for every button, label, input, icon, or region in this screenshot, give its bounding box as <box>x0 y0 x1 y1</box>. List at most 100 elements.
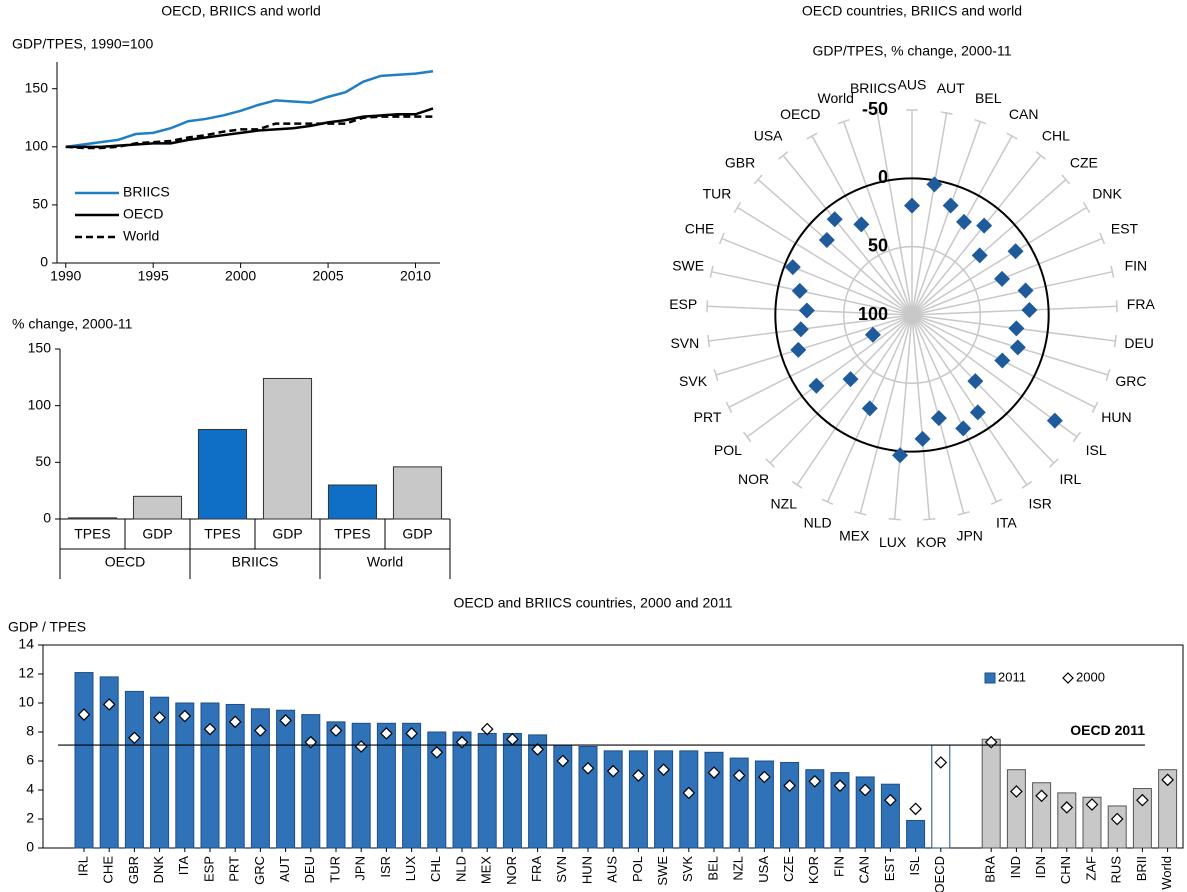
spoke <box>737 206 913 316</box>
spoke-cap <box>1072 431 1081 443</box>
y-tick-label: 100 <box>25 138 49 154</box>
bar <box>502 732 522 849</box>
marker <box>853 216 870 233</box>
marker <box>955 420 972 437</box>
x-tick-label: SVN <box>554 856 569 883</box>
spoke-cap <box>940 111 953 115</box>
marker <box>955 213 972 230</box>
x-tick-label: EST <box>882 856 897 881</box>
marker <box>632 769 645 782</box>
marker <box>1046 412 1063 429</box>
spoke <box>911 112 948 316</box>
marker <box>967 373 984 390</box>
marker <box>892 447 909 464</box>
marker <box>976 217 993 234</box>
category-label: SWE <box>672 257 704 273</box>
y-tick-label: 14 <box>18 636 34 652</box>
marker <box>1009 339 1026 356</box>
y-tick-label: 0 <box>26 839 34 855</box>
chart-title: OECD countries, BRIICS and world <box>802 3 1022 19</box>
category-label: PRT <box>694 409 722 425</box>
x-tick-label: ISL <box>907 856 922 876</box>
category-label: ITA <box>996 514 1017 530</box>
marker <box>833 779 847 792</box>
x-tick-label: CHE <box>101 856 116 884</box>
marker <box>682 786 696 800</box>
x-tick-label: AUT <box>277 856 292 882</box>
category-label: CHE <box>685 220 715 236</box>
x-tick-label: KOR <box>806 856 821 884</box>
x-tick-label: GBR <box>126 856 141 884</box>
x-tick-label: GRC <box>252 856 267 885</box>
x-tick-label: NLD <box>453 856 468 882</box>
marker <box>405 727 418 740</box>
bar <box>301 714 321 849</box>
bar <box>578 746 598 849</box>
legend-label: BRIICS <box>123 184 170 200</box>
x-tick-label: ESP <box>201 856 216 882</box>
category-label: World <box>818 90 854 106</box>
marker <box>818 232 835 249</box>
bar <box>197 428 248 520</box>
y-axis-label: GDP / TPES <box>8 619 86 635</box>
bar <box>132 495 183 520</box>
x-tick-label: ITA <box>176 856 191 876</box>
spoke <box>911 314 1109 376</box>
radial-tick-label: -50 <box>862 99 888 119</box>
category-label: BRIICS <box>850 80 897 96</box>
marker <box>934 756 948 769</box>
spoke-cap <box>791 480 803 489</box>
x-tick-label: TUR <box>327 856 342 883</box>
category-label: GRC <box>1115 373 1146 389</box>
spoke-cap <box>707 334 711 348</box>
spoke <box>911 314 1055 464</box>
x-tick-label: 2005 <box>312 268 343 284</box>
y-tick-label: 6 <box>26 752 34 768</box>
radial-grid <box>774 177 1050 453</box>
marker <box>884 793 897 807</box>
spoke <box>911 206 1087 316</box>
x-tick-label: CZE <box>781 856 796 882</box>
spoke-cap <box>706 300 709 313</box>
marker <box>606 764 620 778</box>
category-label: ESP <box>669 296 697 312</box>
category-label: ISL <box>1086 442 1107 458</box>
spoke <box>911 314 1078 438</box>
spoke-cap <box>837 119 850 125</box>
spoke-cap <box>974 119 987 125</box>
spoke-cap <box>1048 458 1059 468</box>
x-tick-label: DNK <box>151 856 166 884</box>
spoke-cap <box>871 111 884 115</box>
category-label: AUT <box>937 80 965 96</box>
x-tick-label: MEX <box>479 856 494 885</box>
spoke-cap <box>1006 132 1018 140</box>
legend-label: 2011 <box>998 669 1026 684</box>
spoke-cap <box>1082 202 1091 214</box>
marker <box>784 259 801 276</box>
category-label: MEX <box>839 527 870 543</box>
radial-tick-label: 50 <box>868 235 888 255</box>
marker <box>1060 801 1074 814</box>
marker <box>1035 789 1048 803</box>
x-tick-label: USA <box>756 856 771 883</box>
marker <box>228 715 242 729</box>
bar <box>326 721 346 849</box>
marker <box>1136 793 1149 807</box>
spoke <box>769 314 913 464</box>
marker <box>254 724 267 737</box>
spoke-cap <box>806 132 818 140</box>
spoke-cap <box>1105 369 1111 381</box>
line-series <box>65 107 434 149</box>
spoke-cap <box>753 174 763 185</box>
x-tick-label: BRII <box>1134 856 1149 881</box>
x-tick-label: FRA <box>529 856 544 882</box>
marker <box>531 743 544 756</box>
x-tick-label: GDP <box>272 526 302 542</box>
x-tick-label: GDP <box>142 526 172 542</box>
marker <box>556 754 570 768</box>
marker <box>153 711 166 724</box>
marker <box>798 302 815 319</box>
spoke-cap <box>1035 151 1046 160</box>
spoke <box>911 178 1067 316</box>
category-label: TUR <box>703 186 732 202</box>
